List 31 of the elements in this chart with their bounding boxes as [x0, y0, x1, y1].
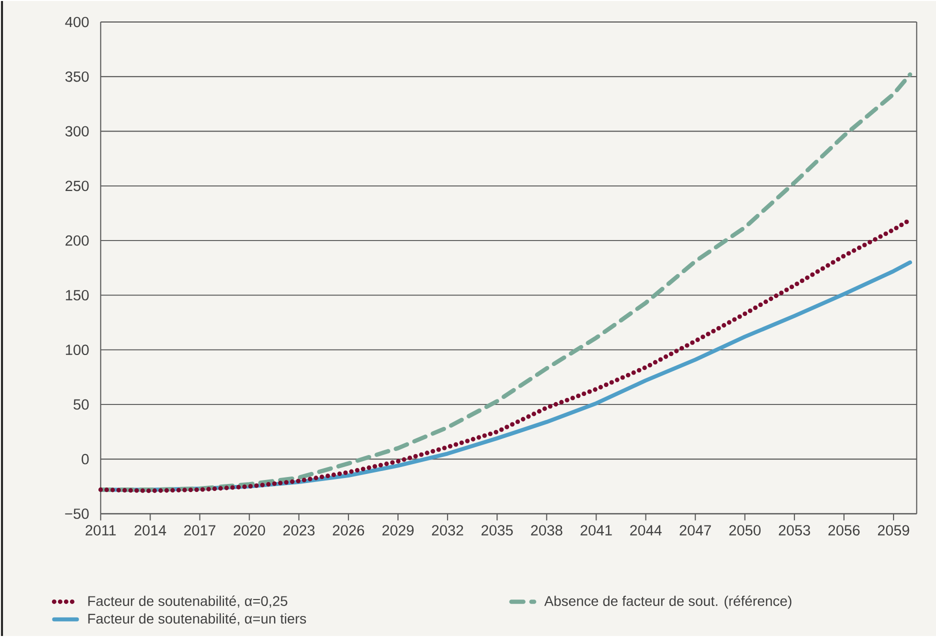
- x-tick-label: 2023: [283, 525, 315, 536]
- x-tick-label: 2020: [234, 525, 266, 536]
- x-tick-label: 2059: [878, 525, 910, 536]
- x-tick-label: 2026: [332, 525, 364, 536]
- x-tick-label: 2017: [184, 525, 216, 536]
- y-tick-label: 350: [65, 71, 89, 82]
- x-tick-label: 2056: [828, 525, 860, 536]
- y-tick-label: 250: [66, 180, 89, 192]
- x-tick-label: 2053: [778, 525, 810, 536]
- x-tick-label: 2044: [630, 525, 662, 536]
- x-tick-label: 2014: [134, 525, 166, 536]
- y-tick-label: 0: [82, 454, 89, 464]
- x-tick-label: 2011: [86, 525, 116, 536]
- x-tick-label: 2047: [680, 525, 711, 536]
- x-tick-label: 2029: [382, 525, 414, 536]
- y-tick-label: 400: [65, 16, 89, 28]
- y-tick-label: 300: [65, 126, 89, 136]
- legend-label: Facteur de soutenabilité, α=un tiers: [88, 613, 306, 626]
- y-tick-label: 50: [74, 399, 89, 410]
- y-tick-label: 150: [66, 290, 89, 300]
- y-tick-label: 200: [66, 235, 89, 246]
- x-tick-label: 2038: [531, 525, 562, 536]
- x-tick-label: 2032: [432, 525, 464, 536]
- legend-label: Facteur de soutenabilité, α=0,25: [88, 596, 288, 608]
- legend-label: Absence de facteur de sout. (référence): [544, 596, 792, 609]
- x-tick-label: 2041: [580, 525, 612, 536]
- x-tick-label: 2035: [482, 525, 513, 536]
- line-series: [98, 72, 912, 492]
- x-tick-label: 2050: [729, 525, 761, 536]
- y-tick-label: −50: [65, 508, 89, 519]
- y-tick-label: 100: [66, 344, 89, 356]
